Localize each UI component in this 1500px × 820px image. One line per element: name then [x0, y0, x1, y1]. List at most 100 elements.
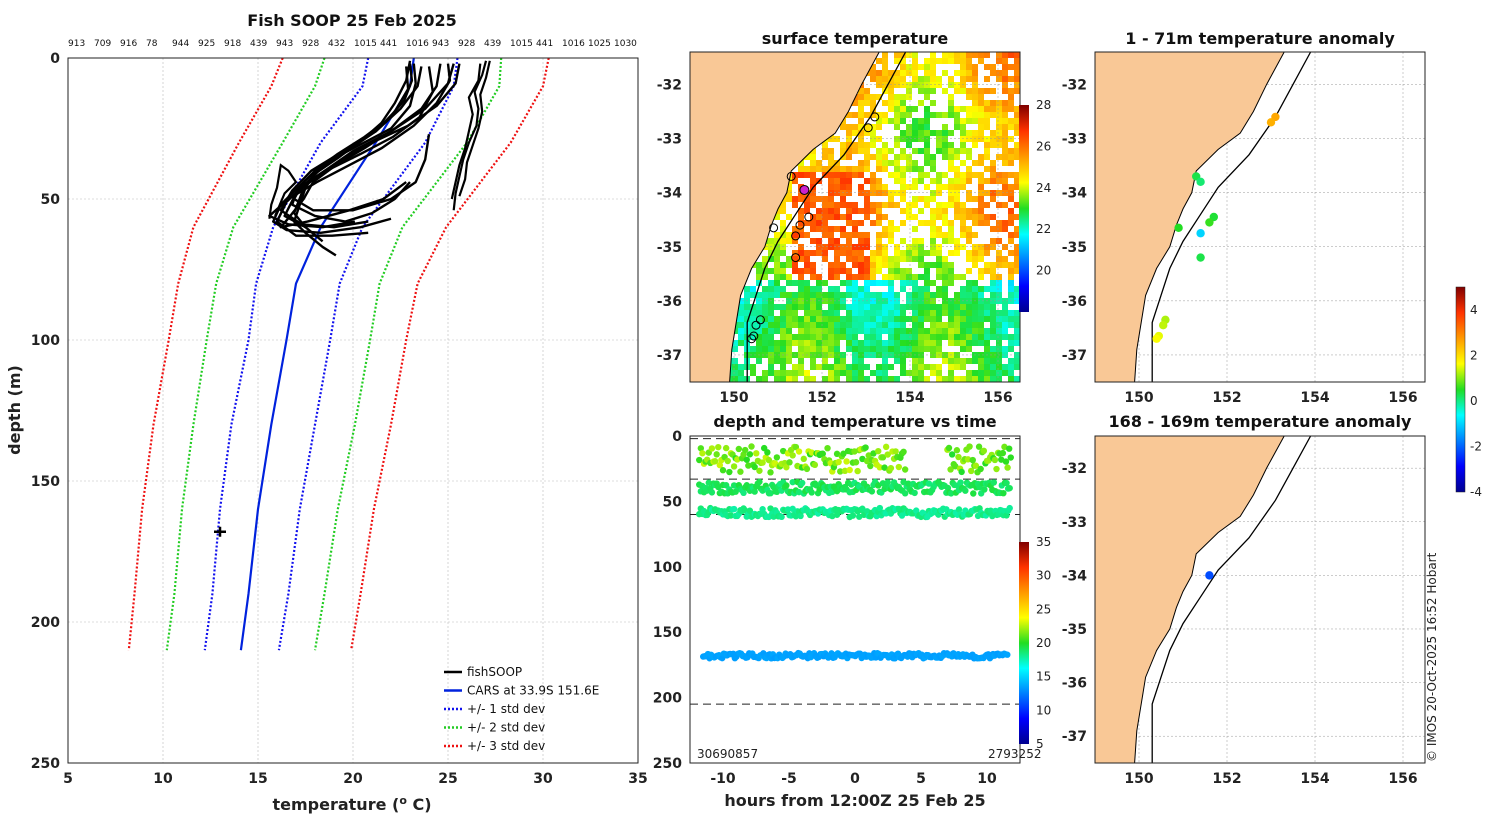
sst-cell [918, 292, 924, 298]
sst-cell [810, 274, 816, 280]
sst-cell [834, 238, 840, 244]
sst-cell [786, 286, 792, 292]
sst-cell [930, 82, 936, 88]
ts-deep-point [859, 505, 866, 512]
sst-cell [1008, 196, 1014, 202]
map-x-tick-label: 150 [719, 390, 748, 406]
sst-cell [840, 286, 846, 292]
sst-cell [882, 214, 888, 220]
sst-cell [882, 118, 888, 124]
sst-cell [1008, 88, 1014, 94]
sst-cell [822, 376, 828, 382]
sst-cell [738, 310, 744, 316]
sst-cell [966, 190, 972, 196]
sst-cell [978, 136, 984, 142]
station-marker [749, 331, 759, 341]
sst-cell [792, 286, 798, 292]
sst-cell [912, 154, 918, 160]
sst-cell [942, 310, 948, 316]
sst-cell [882, 376, 888, 382]
sst-cell [762, 328, 768, 334]
sst-cell [840, 196, 846, 202]
sst-cell [876, 340, 882, 346]
sst-cell [804, 370, 810, 376]
sst-cell [864, 262, 870, 268]
sst-cell [810, 154, 816, 160]
sst-cell [744, 292, 750, 298]
sst-cell [1002, 250, 1008, 256]
sst-cell [948, 64, 954, 70]
sst-cell [912, 220, 918, 226]
sst-field [689, 51, 1021, 383]
sst-cell [870, 70, 876, 76]
sst-cell [930, 238, 936, 244]
sst-cell [918, 100, 924, 106]
sst-cell [888, 130, 894, 136]
sst-cell [924, 196, 930, 202]
ts-shallow-point [767, 469, 774, 476]
sst-cell [822, 280, 828, 286]
sst-cell [810, 220, 816, 226]
sst-cell [846, 316, 852, 322]
sst-cell [822, 178, 828, 184]
sst-cell [936, 64, 942, 70]
sst-cell [972, 250, 978, 256]
sst-cell [864, 238, 870, 244]
ts-shallow-point [719, 467, 727, 474]
sst-cell [876, 274, 882, 280]
sst-cell [954, 214, 960, 220]
sst-cell [984, 262, 990, 268]
station-marker [791, 253, 801, 263]
sst-cell [918, 232, 924, 238]
sst-cell [912, 262, 918, 268]
ts-shallow-point [875, 447, 882, 455]
sst-cell [834, 268, 840, 274]
map-y-tick-label: -34 [657, 186, 683, 202]
ts-shallow-point [884, 451, 891, 458]
sst-cell [888, 100, 894, 106]
sst-cell [906, 106, 912, 112]
sst-cell [882, 100, 888, 106]
sst-cell [876, 286, 882, 292]
sst-cell [984, 340, 990, 346]
sst-cell [858, 160, 864, 166]
sst-cell [846, 130, 852, 136]
sst-cell [888, 208, 894, 214]
sst-cell [816, 358, 822, 364]
sst-cell [894, 196, 900, 202]
sst-cell [978, 274, 984, 280]
sst-cell [912, 94, 918, 100]
ts-shallow-point [1005, 445, 1013, 452]
sst-cell [900, 124, 906, 130]
sst-cell [816, 160, 822, 166]
sst-cell [864, 214, 870, 220]
sst-cell [1002, 268, 1008, 274]
sst-cell [804, 376, 810, 382]
ts-shallow-point [743, 456, 750, 463]
sst-cell [1014, 364, 1020, 370]
sst-cell [918, 208, 924, 214]
sst-cell [870, 130, 876, 136]
sst-cell [924, 160, 930, 166]
sst-cell [936, 268, 942, 274]
sst-cell [804, 346, 810, 352]
sst-cell [972, 292, 978, 298]
sst-cell [900, 112, 906, 118]
sst-cell [888, 214, 894, 220]
sst-cell [954, 52, 960, 58]
sst-cell [876, 160, 882, 166]
sst-cell [840, 310, 846, 316]
map-x-tick-label: 152 [1212, 390, 1241, 406]
sst-cell [990, 340, 996, 346]
sst-cell [828, 310, 834, 316]
sst-cell [990, 286, 996, 292]
sst-cell [912, 226, 918, 232]
sst-cell [804, 220, 810, 226]
sst-cell [1014, 148, 1020, 154]
sst-cell [882, 352, 888, 358]
sst-cell [930, 292, 936, 298]
sst-cell [852, 106, 858, 112]
sst-cell [942, 328, 948, 334]
sst-cell [870, 262, 876, 268]
sst-cell [972, 358, 978, 364]
